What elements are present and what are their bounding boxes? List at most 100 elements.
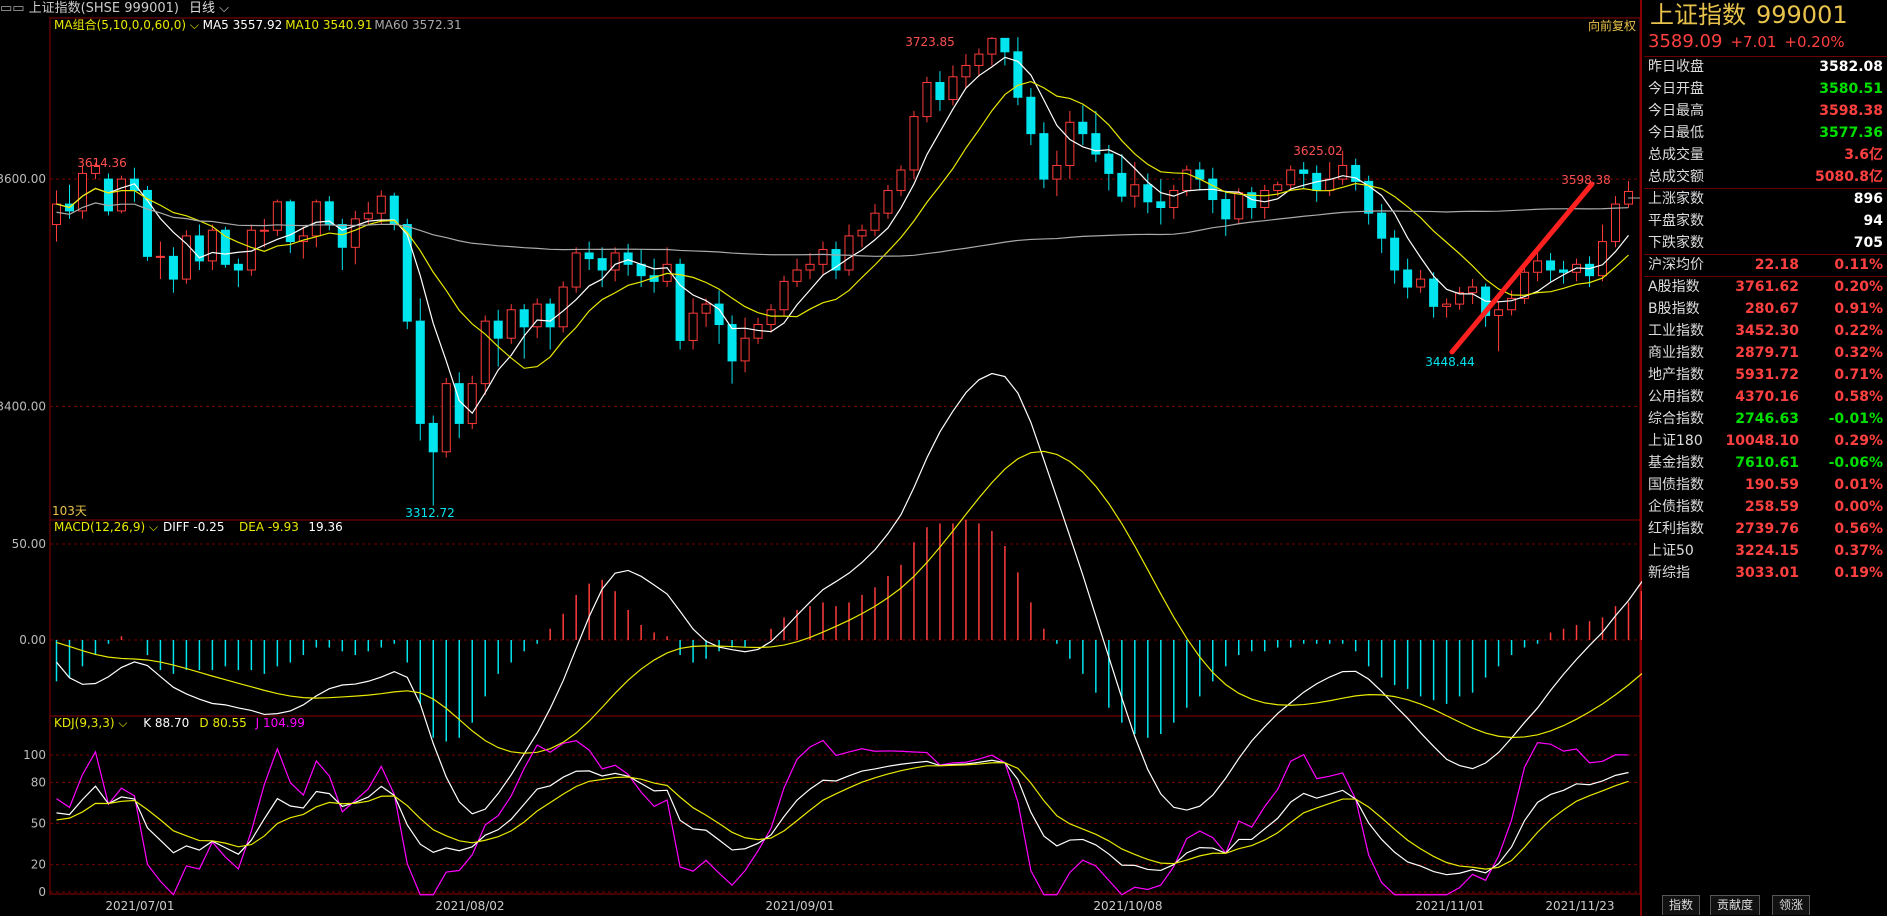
kdj-axis-label: 20 (31, 858, 46, 872)
quote-row[interactable]: 国债指数 190.59 0.01% (1644, 474, 1887, 496)
macd-value-legend: 19.36 (308, 520, 342, 534)
candle-body (805, 263, 815, 271)
index-price: 3589.09 +7.01 +0.20% (1648, 31, 1845, 53)
quote-row[interactable]: B股指数 280.67 0.91% (1644, 298, 1887, 320)
price-change-pct: +0.20% (1784, 33, 1845, 51)
quote-row[interactable]: 工业指数 3452.30 0.22% (1644, 320, 1887, 342)
candle-body (246, 229, 256, 271)
candle-body (1065, 121, 1075, 166)
candle-body (818, 249, 828, 265)
quote-label: 红利指数 (1648, 521, 1704, 537)
tab-contribution[interactable]: 贡献度 (1710, 895, 1761, 915)
quote-row[interactable]: A股指数 3761.62 0.20% (1644, 276, 1887, 298)
index-value: 3224.15 (1735, 543, 1799, 559)
candle-body (441, 383, 451, 453)
window-menu-icon[interactable]: ▭▭ (0, 1, 25, 16)
quote-row[interactable]: 今日最高 3598.38 (1644, 100, 1887, 122)
quote-row[interactable]: 昨日收盘 3582.08 (1644, 56, 1887, 78)
last-price: 3589.09 (1648, 31, 1723, 52)
index-value: 3761.62 (1735, 279, 1799, 295)
quote-row[interactable]: 地产指数 5931.72 0.71% (1644, 364, 1887, 386)
date-axis-label: 2021/11/01 (1415, 899, 1484, 913)
quote-label: 今日最低 (1648, 125, 1704, 141)
chart-area[interactable]: 3600.00 3400.00 50.00 0.00 100 80 50 20 0 3723.85… (0, 0, 1642, 916)
tab-leaders[interactable]: 领涨 (1772, 895, 1811, 915)
quote-row[interactable]: 今日最低 3577.36 (1644, 122, 1887, 144)
diff-legend: DIFF -0.25 (163, 520, 224, 534)
candle-body (1559, 269, 1569, 273)
candle-body (1377, 212, 1387, 239)
quote-row[interactable]: 红利指数 2739.76 0.56% (1644, 518, 1887, 540)
quote-row[interactable]: 总成交额 5080.8亿 (1644, 166, 1887, 188)
kdj-legend-selector: KDJ(9,3,3) ⌵ (54, 716, 127, 730)
quote-label: 工业指数 (1648, 323, 1704, 339)
candle-body (181, 235, 191, 280)
d-legend: D 80.55 (199, 716, 246, 730)
quote-row[interactable]: 平盘家数 94 (1644, 210, 1887, 232)
quote-row[interactable]: 企债指数 258.59 0.00% (1644, 496, 1887, 518)
ma60-line (56, 202, 1629, 257)
quote-row[interactable]: 下跌家数 705 (1644, 232, 1887, 254)
candle-body (1156, 201, 1166, 208)
candle-body (1610, 203, 1621, 243)
candle-body (1091, 133, 1101, 155)
candle-body (519, 309, 529, 328)
index-value: 3033.01 (1735, 565, 1799, 581)
candle-body (142, 189, 152, 257)
index-change: 0.22% (1834, 323, 1883, 339)
quote-row[interactable]: 沪深均价 22.18 0.11% (1644, 254, 1887, 276)
candle-body (1338, 164, 1348, 180)
candle-body (272, 201, 282, 231)
candle-body (987, 37, 997, 55)
quote-label: 沪深均价 (1648, 257, 1704, 273)
index-value: 2739.76 (1735, 521, 1799, 537)
quote-label: 昨日收盘 (1648, 59, 1704, 75)
kdj-axis-label: 50 (31, 817, 46, 831)
days-count-label: 103天 (52, 504, 87, 518)
trend-line-annotation (1449, 181, 1595, 355)
candle-body (90, 164, 100, 174)
candle-body (688, 312, 698, 341)
index-change: 0.71% (1834, 367, 1883, 383)
quote-row[interactable]: 综合指数 2746.63 -0.01% (1644, 408, 1887, 430)
candle-body (1052, 164, 1062, 180)
candle-body (896, 169, 906, 191)
date-axis-label: 2021/10/08 (1093, 899, 1162, 913)
quote-row[interactable]: 商业指数 2879.71 0.32% (1644, 342, 1887, 364)
candle-body (1597, 241, 1608, 277)
quote-row[interactable]: 基金指数 7610.61 -0.06% (1644, 452, 1887, 474)
candle-body (961, 64, 971, 78)
candle-body (857, 229, 867, 237)
tab-index[interactable]: 指数 (1662, 895, 1701, 915)
quote-row[interactable]: 上涨家数 896 (1644, 188, 1887, 210)
candle-body (1468, 286, 1478, 294)
quote-row[interactable]: 公用指数 4370.16 0.58% (1644, 386, 1887, 408)
candle-body (1390, 237, 1400, 271)
ma5-line (56, 56, 1629, 415)
candle-body (480, 320, 490, 385)
index-change: 0.20% (1834, 279, 1883, 295)
quote-label: 上涨家数 (1648, 191, 1704, 207)
quote-label: 总成交额 (1648, 169, 1704, 185)
candle-body (597, 258, 607, 271)
candle-body (870, 212, 880, 231)
candle-body (1507, 297, 1517, 311)
quote-row[interactable]: 总成交量 3.6亿 (1644, 144, 1887, 166)
price-change: +7.01 (1730, 33, 1777, 51)
quote-row[interactable]: 上证180 10048.10 0.29% (1644, 430, 1887, 452)
candle-body (610, 252, 620, 271)
quote-label: 平盘家数 (1648, 213, 1704, 229)
index-value: 4370.16 (1735, 389, 1799, 405)
index-value: 190.59 (1744, 477, 1799, 493)
candle-body (454, 383, 464, 424)
quote-row[interactable]: 新综指 3033.01 0.19% (1644, 562, 1887, 584)
index-value: 2879.71 (1735, 345, 1799, 361)
quote-row[interactable]: 上证50 3224.15 0.37% (1644, 540, 1887, 562)
candle-body (1403, 269, 1413, 288)
quote-row[interactable]: 今日开盘 3580.51 (1644, 78, 1887, 100)
candle-body (1117, 172, 1127, 197)
period-selector[interactable]: 日线 ⌵ (189, 1, 229, 16)
price-axis-label: 3600.00 (0, 172, 46, 186)
restore-mode-button[interactable]: 向前复权 (1588, 18, 1636, 33)
index-code: 999001 (1756, 1, 1848, 29)
